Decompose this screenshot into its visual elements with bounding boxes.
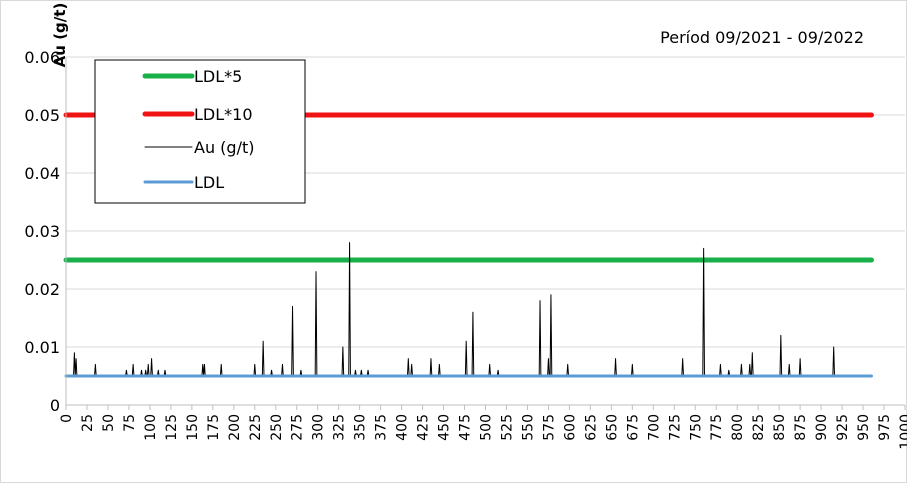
legend-label-2: Au (g/t) (194, 138, 254, 157)
x-tick-label-19: 475 (458, 414, 474, 441)
x-tick-label-12: 300 (311, 414, 327, 441)
x-tick-label-37: 925 (835, 414, 851, 441)
legend-box (94, 59, 306, 204)
x-tick-label-22: 550 (520, 414, 536, 441)
x-tick-label-16: 400 (395, 414, 411, 441)
x-tick-label-2: 50 (101, 414, 117, 432)
x-tick-label-7: 175 (206, 414, 222, 441)
x-tick-label-1: 25 (80, 414, 96, 432)
x-tick-label-36: 900 (814, 414, 830, 441)
x-tick-label-18: 450 (437, 414, 453, 441)
x-tick-label-8: 200 (227, 414, 243, 441)
x-tick-label-4: 100 (143, 414, 159, 441)
legend-label-1: LDL*10 (194, 105, 253, 124)
x-tick-label-28: 700 (646, 414, 662, 441)
x-tick-label-27: 675 (625, 414, 641, 441)
x-tick-label-13: 325 (332, 414, 348, 441)
x-tick-label-26: 650 (604, 414, 620, 441)
x-tick-label-3: 75 (122, 414, 138, 432)
x-tick-label-23: 575 (541, 414, 557, 441)
x-tick-label-21: 525 (499, 414, 515, 441)
x-tick-label-25: 625 (583, 414, 599, 441)
y-tick-label-4: 0.04 (24, 164, 60, 183)
y-tick-label-3: 0.03 (24, 222, 60, 241)
x-tick-label-0: 0 (59, 414, 75, 423)
y-axis-label: Au (g/t) (51, 3, 69, 68)
x-tick-label-10: 250 (269, 414, 285, 441)
y-tick-label-6: 0.06 (24, 48, 60, 67)
y-tick-label-5: 0.05 (24, 106, 60, 125)
x-tick-label-20: 500 (479, 414, 495, 441)
x-tick-label-30: 750 (688, 414, 704, 441)
y-tick-label-0: 0 (50, 396, 60, 415)
x-tick-label-35: 875 (793, 414, 809, 441)
x-tick-label-38: 950 (856, 414, 872, 441)
x-tick-label-32: 800 (730, 414, 746, 441)
x-tick-label-9: 225 (248, 414, 264, 441)
y-tick-label-1: 0.01 (24, 338, 60, 357)
legend-label-0: LDL*5 (194, 67, 242, 86)
x-tick-label-29: 725 (667, 414, 683, 441)
x-tick-label-14: 350 (353, 414, 369, 441)
x-tick-label-40: 1000 (898, 414, 907, 450)
x-tick-label-34: 850 (772, 414, 788, 441)
x-tick-label-17: 425 (416, 414, 432, 441)
period-annotation: Períod 09/2021 - 09/2022 (660, 28, 864, 47)
x-tick-label-31: 775 (709, 414, 725, 441)
x-tick-label-11: 275 (290, 414, 306, 441)
x-tick-label-5: 125 (164, 414, 180, 441)
legend-label-3: LDL (194, 173, 224, 192)
y-tick-label-2: 0.02 (24, 280, 60, 299)
x-tick-label-39: 975 (877, 414, 893, 441)
x-tick-label-15: 375 (374, 414, 390, 441)
x-tick-label-33: 825 (751, 414, 767, 441)
x-tick-label-6: 150 (185, 414, 201, 441)
x-tick-label-24: 600 (562, 414, 578, 441)
